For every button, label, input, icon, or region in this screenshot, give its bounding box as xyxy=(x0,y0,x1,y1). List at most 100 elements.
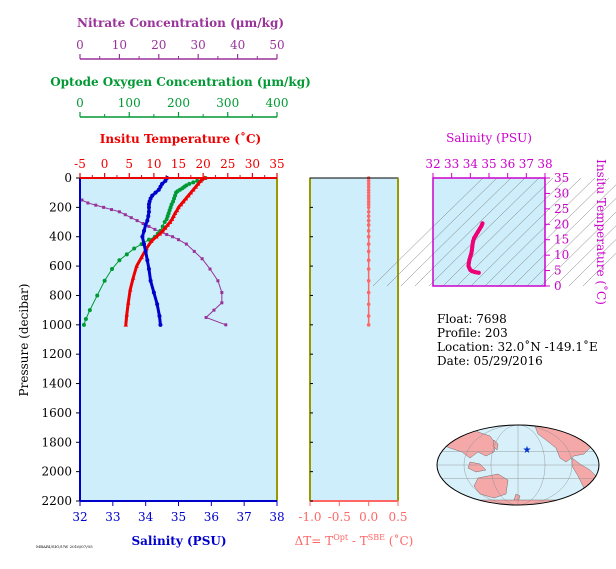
map-land-japan xyxy=(492,439,499,451)
ts-salinity-tick-label: 34 xyxy=(463,157,479,171)
temperature-point xyxy=(126,300,131,305)
nitrate-tick-label: 40 xyxy=(230,38,245,52)
pressure-axis-label: Pressure (decibar) xyxy=(17,284,31,397)
salinity-point xyxy=(143,222,148,227)
salinity-point xyxy=(158,184,163,189)
float-info: Float: 7698 Profile: 203 Location: 32.0˚… xyxy=(437,312,598,368)
ts-salinity-tick-label: 37 xyxy=(519,157,534,171)
ts-salinity-tick-label: 35 xyxy=(481,157,496,171)
ts-point xyxy=(469,251,474,256)
salinity-tick-label: 32 xyxy=(72,510,87,524)
delta-t-point xyxy=(366,214,371,218)
salinity-tick-label: 33 xyxy=(105,510,120,524)
delta-t-label-main: ΔT= T xyxy=(295,534,334,548)
salinity-tick-label: 38 xyxy=(269,510,284,524)
ts-density-contour xyxy=(428,177,540,287)
ts-density-contour xyxy=(456,177,568,287)
nitrate-point xyxy=(208,267,212,271)
nitrate-tick-label: 20 xyxy=(151,38,166,52)
delta-t-point xyxy=(366,323,371,327)
map-meridian xyxy=(490,425,546,505)
nitrate-axis-label: Nitrate Concentration (µm/kg) xyxy=(77,16,284,30)
temperature-tick-label: 30 xyxy=(245,157,260,171)
temperature-point xyxy=(193,184,198,189)
temperature-point xyxy=(157,231,162,236)
delta-t-point xyxy=(366,234,371,239)
temperature-tick-label: 20 xyxy=(195,157,210,171)
ts-point xyxy=(472,236,477,241)
temperature-point xyxy=(139,254,144,260)
oxygen-point xyxy=(162,220,167,225)
delta-t-label-sup-sbe: SBE xyxy=(368,533,385,542)
ts-point xyxy=(476,270,481,275)
ts-point xyxy=(470,242,475,247)
nitrate-point xyxy=(200,257,204,261)
nitrate-tick-label: 30 xyxy=(191,38,206,52)
temperature-point xyxy=(160,228,165,233)
delta-t-point xyxy=(366,242,371,246)
pressure-tick-label: 1200 xyxy=(41,347,72,361)
ts-temperature-tick-label: 10 xyxy=(554,248,569,262)
ts-density-contour xyxy=(442,177,554,287)
ts-point xyxy=(473,233,478,238)
salinity-point xyxy=(142,228,147,233)
salinity-point xyxy=(158,322,163,327)
temperature-point xyxy=(171,213,176,218)
salinity-point xyxy=(146,214,151,219)
ts-density-contour xyxy=(372,177,484,287)
oxygen-point xyxy=(164,217,169,222)
ts-salinity-tick-label: 36 xyxy=(500,157,515,171)
salinity-point xyxy=(146,267,151,272)
ts-density-contour xyxy=(512,184,616,287)
ts-density-contour xyxy=(582,252,616,287)
delta-t-point xyxy=(366,196,371,201)
pressure-tick-label: 1000 xyxy=(41,318,72,332)
nitrate-point xyxy=(110,208,114,212)
delta-t-point xyxy=(366,193,371,198)
oxygen-point xyxy=(87,308,92,313)
delta-t-point xyxy=(366,229,371,233)
info-date: Date: 05/29/2016 xyxy=(437,354,543,368)
nitrate-point xyxy=(220,291,224,295)
nitrate-point xyxy=(147,224,151,228)
nitrate-point xyxy=(135,219,139,223)
temperature-point xyxy=(154,234,159,239)
pressure-tick-label: 200 xyxy=(49,200,72,214)
delta-t-axis-label: ΔT= TOpt - TSBE (˚C) xyxy=(295,533,414,548)
salinity-point xyxy=(163,178,168,183)
ts-temperature-tick-label: 0 xyxy=(554,279,562,293)
ts-point xyxy=(467,257,472,262)
nitrate-point xyxy=(123,213,127,217)
temperature-point xyxy=(163,225,168,230)
nitrate-tick-label: 10 xyxy=(112,38,127,52)
float-location-marker-icon: ★ xyxy=(523,445,532,456)
oxygen-point xyxy=(110,267,115,272)
delta-t-tick-label: 0.0 xyxy=(359,510,378,524)
oxygen-point xyxy=(187,181,192,186)
ts-temperature-tick-label: 30 xyxy=(554,186,569,200)
nitrate-point xyxy=(94,203,98,207)
delta-t-point xyxy=(366,258,371,263)
nitrate-point xyxy=(192,249,196,253)
ts-point xyxy=(473,270,477,275)
temperature-tick-label: -5 xyxy=(74,157,86,171)
pressure-tick-label: 2000 xyxy=(41,465,72,479)
oxygen-point xyxy=(81,322,86,327)
temperature-point xyxy=(196,181,201,186)
nitrate-point xyxy=(171,235,175,239)
delta-t-point xyxy=(366,199,371,204)
temperature-tick-label: 35 xyxy=(269,157,284,171)
temperature-point xyxy=(174,207,180,213)
nitrate-point xyxy=(177,238,180,242)
salinity-point xyxy=(140,234,145,239)
oxygen-axis-label: Optode Oxygen Concentration (µm/kg) xyxy=(50,75,311,89)
salinity-point xyxy=(145,258,150,263)
salinity-point xyxy=(146,202,151,207)
oxygen-tick-label: 200 xyxy=(167,96,190,110)
ts-salinity-tick-label: 33 xyxy=(444,157,459,171)
delta-t-series-layer xyxy=(366,176,371,327)
salinity-point xyxy=(145,218,150,223)
salinity-tick-label: 37 xyxy=(237,510,252,524)
